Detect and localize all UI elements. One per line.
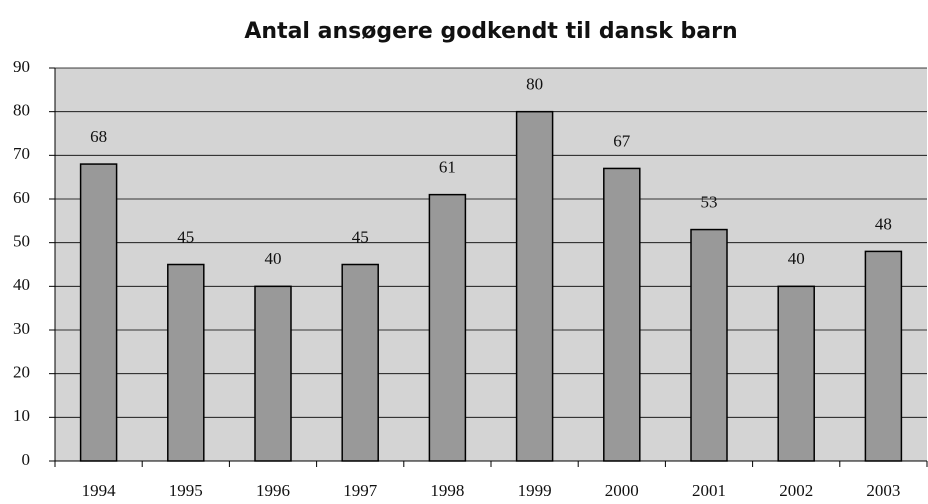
x-tick-label: 1995 <box>169 481 203 500</box>
data-label: 61 <box>439 158 456 177</box>
data-label: 45 <box>177 227 194 246</box>
data-label: 40 <box>265 249 282 268</box>
bar <box>864 250 903 462</box>
x-tick-label: 1998 <box>430 481 464 500</box>
bar <box>690 228 728 462</box>
y-tick-label: 10 <box>13 406 30 425</box>
bar <box>777 285 815 462</box>
y-tick-label: 70 <box>13 144 30 163</box>
x-tick-label: 2001 <box>692 481 726 500</box>
data-label: 67 <box>613 131 631 150</box>
data-label: 48 <box>875 214 892 233</box>
bar <box>603 167 641 462</box>
x-tick-label: 1996 <box>256 481 290 500</box>
bar <box>428 193 467 462</box>
data-label: 45 <box>352 227 369 246</box>
y-tick-label: 90 <box>13 57 30 76</box>
bar <box>515 110 554 462</box>
x-tick-label: 2003 <box>866 481 900 500</box>
x-tick-label: 1999 <box>518 481 552 500</box>
data-label: 40 <box>788 249 805 268</box>
bar <box>79 163 118 462</box>
chart-title: Antal ansøgere godkendt til dansk barn <box>244 19 737 44</box>
y-tick-label: 30 <box>13 319 30 338</box>
y-tick-label: 20 <box>13 363 30 382</box>
y-tick-label: 60 <box>13 188 30 207</box>
x-tick-label: 2000 <box>605 481 639 500</box>
data-label: 53 <box>701 192 718 211</box>
bar <box>341 263 379 462</box>
bar <box>254 285 292 462</box>
y-tick-label: 40 <box>13 275 30 294</box>
data-label: 80 <box>526 75 543 94</box>
y-tick-label: 50 <box>13 232 30 251</box>
y-tick-label: 0 <box>22 450 31 469</box>
x-tick-label: 1997 <box>343 481 378 500</box>
y-tick-label: 80 <box>13 101 30 120</box>
x-tick-label: 2002 <box>779 481 813 500</box>
data-label: 68 <box>90 127 107 146</box>
x-tick-label: 1994 <box>82 481 117 500</box>
bar <box>167 263 205 462</box>
